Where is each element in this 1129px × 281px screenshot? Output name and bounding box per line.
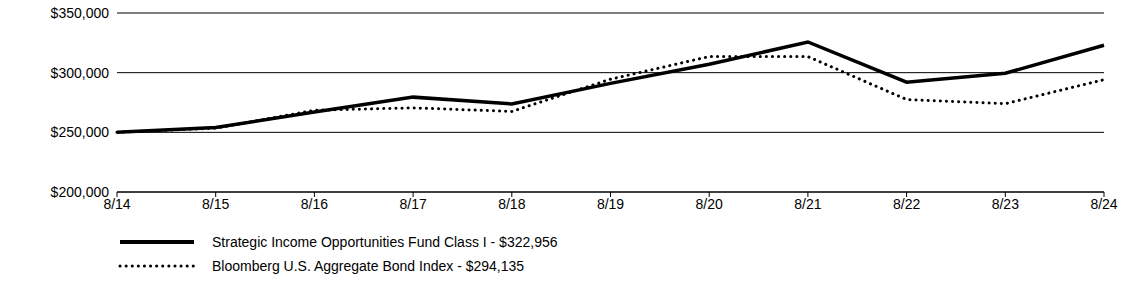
svg-text:8/18: 8/18: [498, 196, 525, 212]
svg-text:8/17: 8/17: [399, 196, 426, 212]
svg-text:8/22: 8/22: [893, 196, 920, 212]
html-text:Strategic Income Opportunities: Strategic Income Opportunities Fund Clas…: [212, 234, 558, 250]
svg-text:8/15: 8/15: [202, 196, 229, 212]
svg-text:$250,000: $250,000: [51, 124, 110, 140]
svg-text:8/23: 8/23: [992, 196, 1019, 212]
svg-text:8/21: 8/21: [794, 196, 821, 212]
svg-text:8/19: 8/19: [597, 196, 624, 212]
svg-text:8/20: 8/20: [696, 196, 723, 212]
svg-text:$350,000: $350,000: [51, 5, 110, 21]
svg-text:$200,000: $200,000: [51, 184, 110, 200]
svg-text:8/16: 8/16: [301, 196, 328, 212]
html-text:Bloomberg U.S. Aggregate Bond: Bloomberg U.S. Aggregate Bond Index - $2…: [212, 258, 525, 274]
svg-text:$300,000: $300,000: [51, 65, 110, 81]
svg-text:8/14: 8/14: [103, 195, 131, 212]
svg-text:8/24: 8/24: [1090, 196, 1117, 212]
